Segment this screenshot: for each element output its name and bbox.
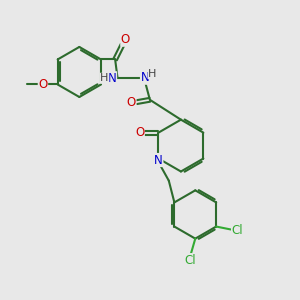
Text: Cl: Cl	[184, 254, 196, 267]
Text: H: H	[100, 73, 109, 83]
Text: O: O	[38, 78, 48, 91]
Text: O: O	[121, 33, 130, 46]
Text: N: N	[154, 154, 163, 166]
Text: N: N	[108, 72, 117, 85]
Text: H: H	[148, 69, 157, 79]
Text: O: O	[135, 126, 144, 139]
Text: Cl: Cl	[232, 224, 243, 237]
Text: N: N	[140, 71, 149, 84]
Text: O: O	[127, 96, 136, 109]
